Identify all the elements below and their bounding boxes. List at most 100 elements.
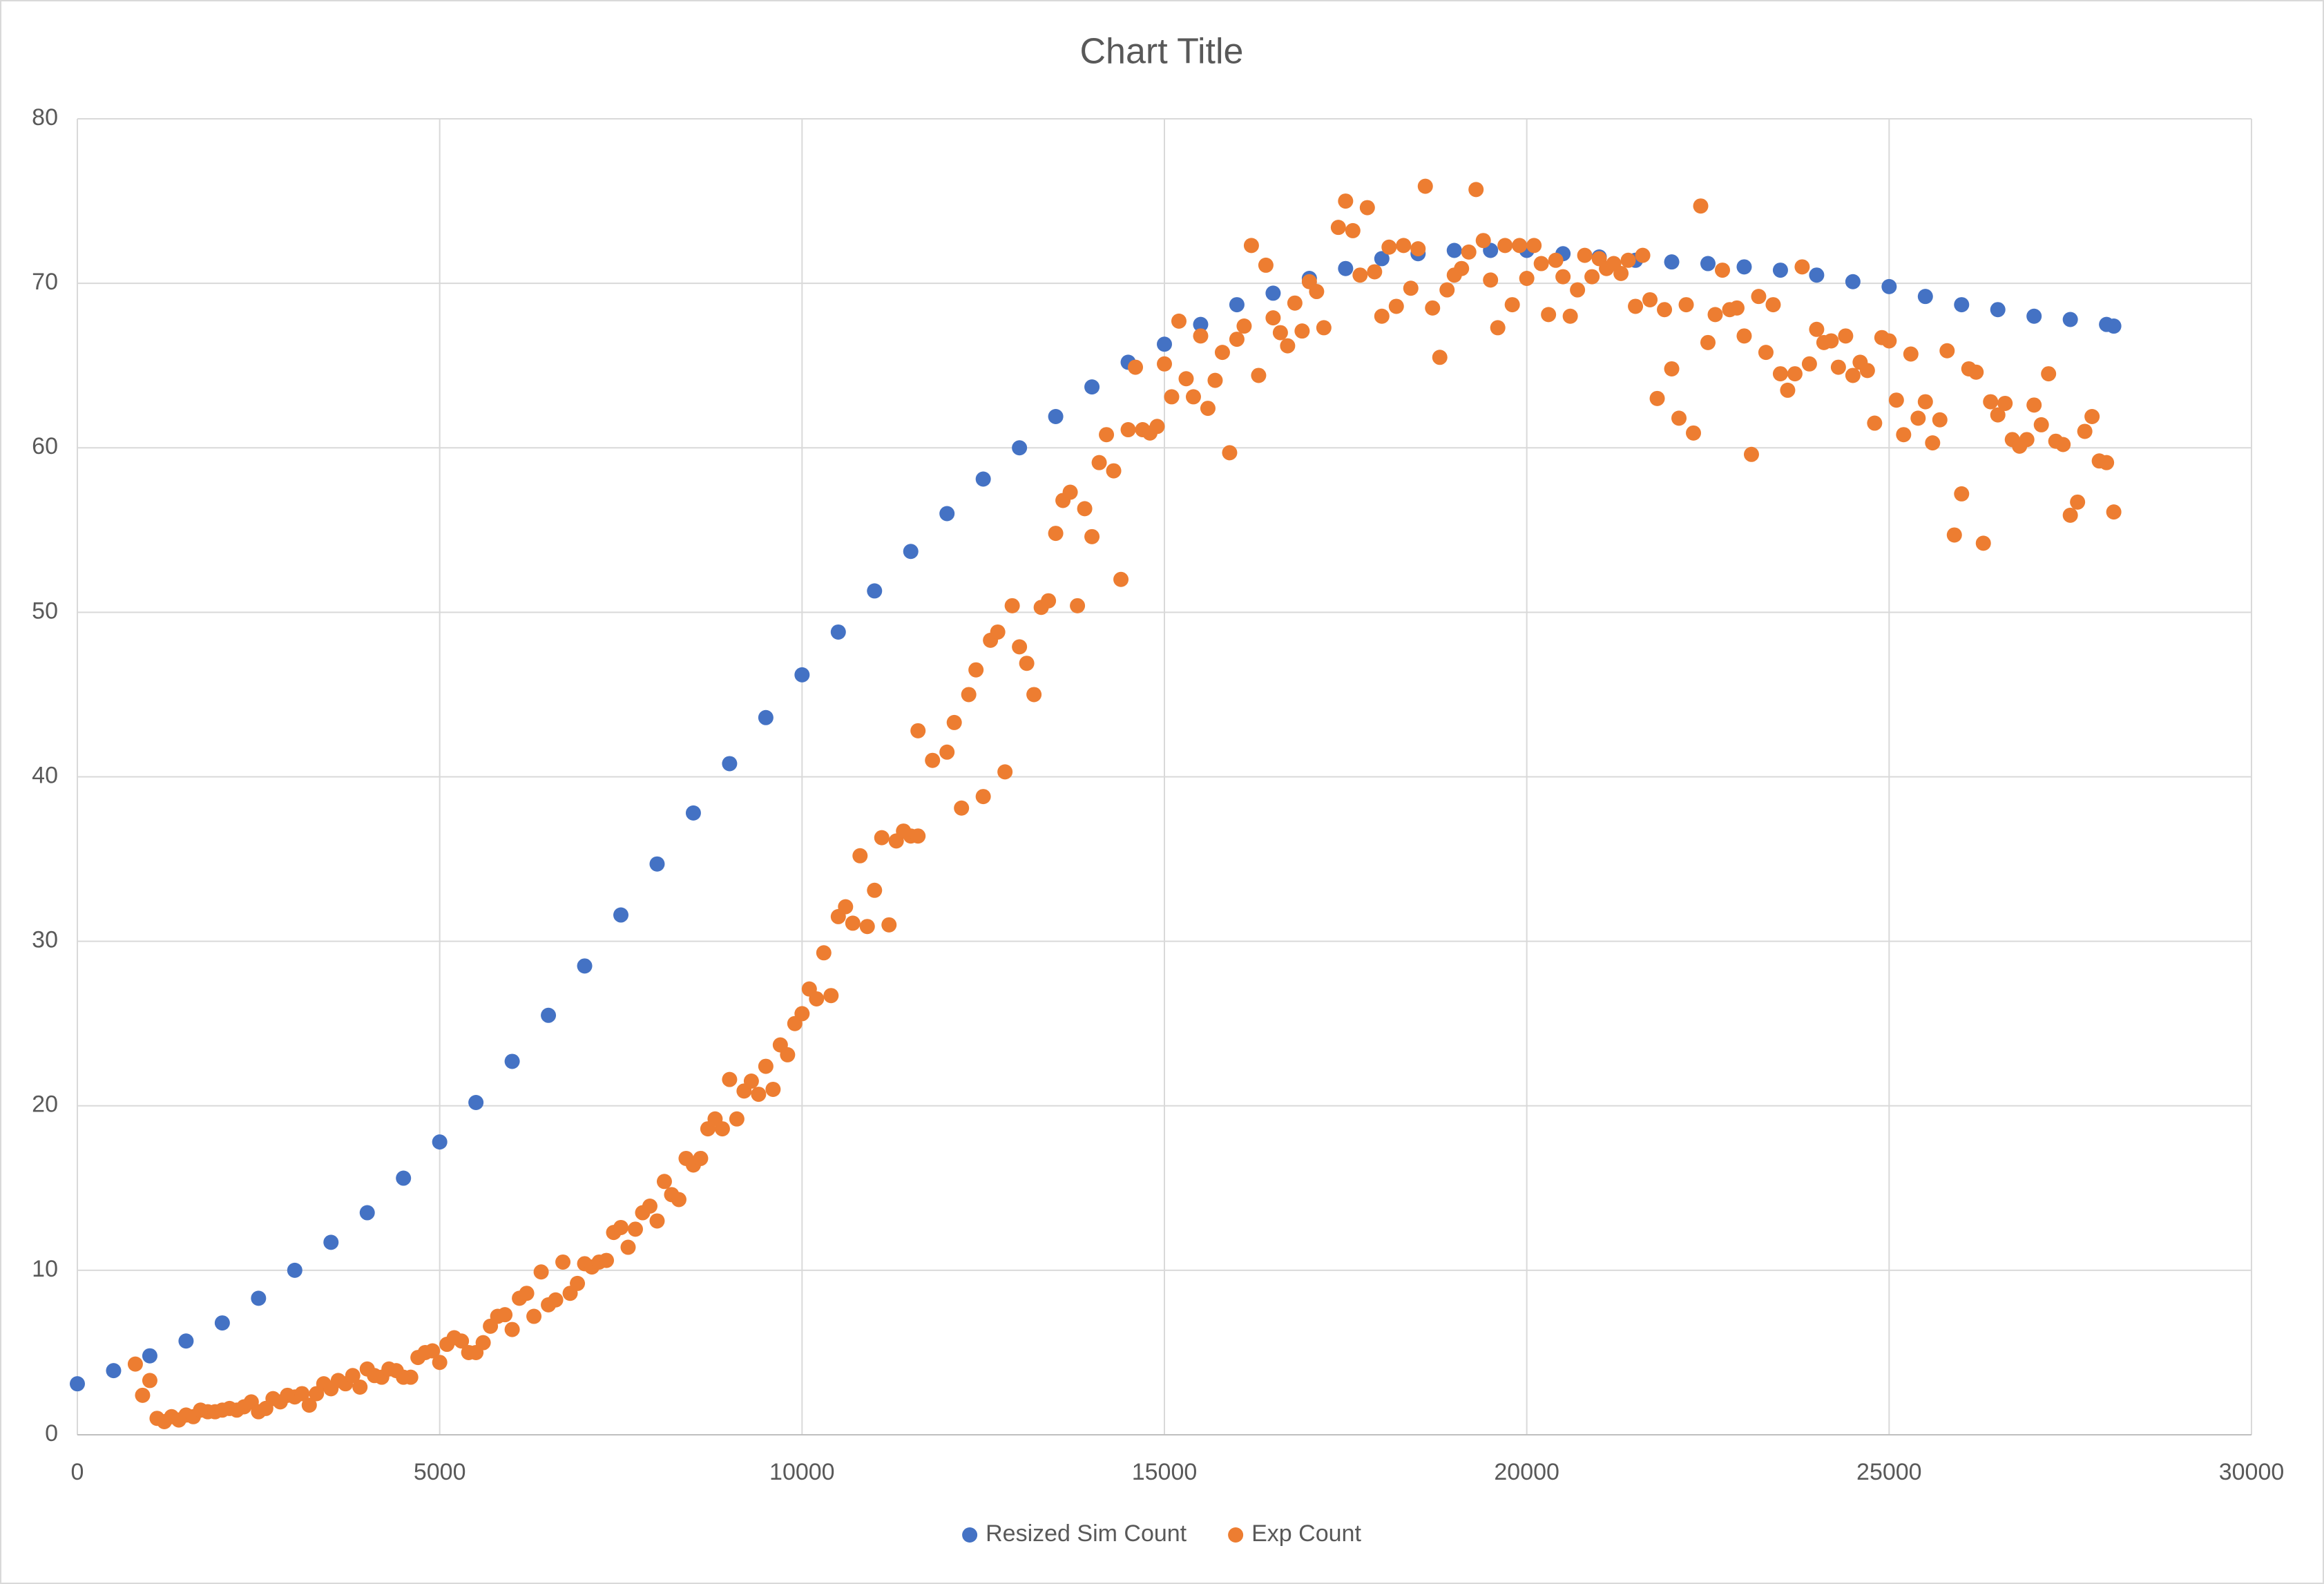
point (2062, 312, 2078, 327)
point (656, 1174, 672, 1190)
point (1642, 292, 1658, 307)
point (1084, 379, 1100, 395)
point (1388, 298, 1404, 314)
point (867, 882, 883, 898)
point (1497, 238, 1513, 254)
point (903, 544, 919, 560)
point (1062, 484, 1078, 500)
point (403, 1369, 419, 1385)
point (1178, 371, 1194, 387)
point (867, 583, 883, 599)
point (1541, 307, 1557, 323)
point (1548, 252, 1564, 268)
point (693, 1150, 709, 1166)
x-tick-label: 30000 (2219, 1459, 2285, 1485)
point (2026, 308, 2042, 324)
point (178, 1333, 194, 1349)
point (1765, 297, 1781, 313)
point (1265, 285, 1281, 301)
point (961, 687, 977, 703)
point (1048, 526, 1064, 542)
point (352, 1379, 368, 1395)
point (1171, 313, 1187, 329)
point (1845, 274, 1861, 289)
point (1265, 310, 1281, 326)
point (541, 1007, 557, 1023)
point (1809, 321, 1825, 337)
point (323, 1234, 339, 1250)
point (1128, 359, 1144, 375)
point (294, 1386, 310, 1402)
point (1787, 366, 1803, 382)
point (1954, 486, 1970, 502)
y-tick-label: 0 (45, 1420, 58, 1447)
point (1954, 297, 1970, 313)
point (1577, 247, 1593, 263)
point (1410, 241, 1426, 257)
point (1620, 252, 1636, 268)
point (1316, 320, 1332, 336)
point (1628, 298, 1644, 314)
point (1707, 307, 1723, 323)
point (1338, 260, 1354, 276)
point (555, 1254, 571, 1270)
point (1193, 316, 1209, 332)
point (1809, 267, 1825, 283)
point (1258, 257, 1274, 273)
point (1012, 440, 1028, 456)
point (2033, 417, 2049, 432)
point (1403, 280, 1419, 296)
point (1157, 356, 1172, 372)
point (1736, 328, 1752, 344)
point (1657, 302, 1673, 318)
point (1475, 233, 1491, 249)
point (1758, 345, 1774, 361)
point (685, 805, 701, 821)
legend-marker (962, 1527, 978, 1543)
point (852, 848, 868, 863)
point (816, 945, 832, 961)
point (1983, 394, 1999, 410)
point (1425, 300, 1441, 316)
point (432, 1134, 448, 1150)
point (649, 1213, 665, 1229)
point (2084, 409, 2100, 425)
point (722, 1071, 738, 1087)
point (548, 1292, 564, 1308)
point (1330, 220, 1346, 236)
point (954, 800, 970, 816)
point (1359, 200, 1375, 216)
point (809, 991, 825, 1006)
point (526, 1308, 542, 1324)
point (1772, 366, 1788, 382)
point (758, 709, 774, 725)
point (975, 789, 991, 805)
point (1229, 297, 1245, 313)
point (1243, 238, 1259, 254)
point (1004, 598, 1020, 613)
point (2106, 504, 2122, 520)
legend-label: Resized Sim Count (986, 1520, 1187, 1547)
point (1048, 409, 1064, 425)
point (1881, 278, 1897, 294)
point (127, 1356, 143, 1372)
point (1214, 345, 1230, 361)
point (1099, 427, 1115, 443)
point (454, 1333, 470, 1349)
point (1338, 193, 1354, 209)
point (1562, 308, 1578, 324)
point (1106, 463, 1122, 479)
point (1468, 182, 1484, 198)
point (968, 662, 984, 678)
point (475, 1335, 491, 1351)
point (1396, 238, 1412, 254)
point (1157, 336, 1172, 352)
point (758, 1058, 774, 1074)
point (1454, 260, 1470, 276)
point (1374, 251, 1390, 267)
point (504, 1321, 520, 1337)
point (990, 624, 1006, 640)
y-tick-label: 80 (32, 104, 58, 131)
point (1439, 282, 1455, 298)
